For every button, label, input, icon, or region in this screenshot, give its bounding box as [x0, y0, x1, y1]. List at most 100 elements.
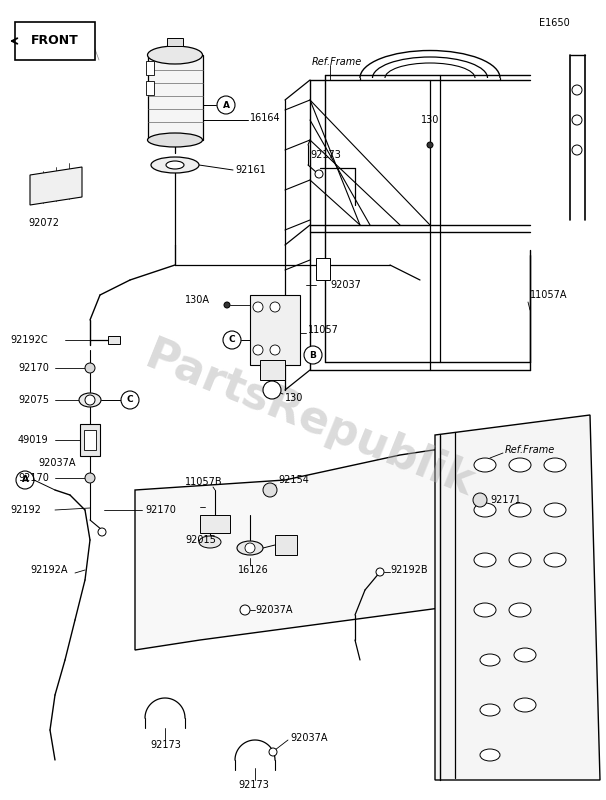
Text: C: C: [228, 335, 235, 345]
Text: 92192C: 92192C: [10, 335, 48, 345]
Polygon shape: [260, 360, 285, 380]
Ellipse shape: [544, 458, 566, 472]
Ellipse shape: [147, 133, 202, 147]
Text: 92037A: 92037A: [290, 733, 327, 743]
Circle shape: [224, 302, 230, 308]
Ellipse shape: [147, 46, 202, 64]
Ellipse shape: [480, 704, 500, 716]
Ellipse shape: [514, 648, 536, 662]
Text: 92161: 92161: [235, 165, 266, 175]
Circle shape: [253, 345, 263, 355]
Circle shape: [304, 346, 322, 364]
Circle shape: [253, 302, 263, 312]
Text: 16164: 16164: [250, 113, 281, 123]
Circle shape: [572, 85, 582, 95]
Circle shape: [240, 605, 250, 615]
Text: 11057B: 11057B: [185, 477, 222, 487]
Ellipse shape: [474, 458, 496, 472]
Bar: [167, 38, 183, 46]
Circle shape: [269, 748, 277, 756]
Circle shape: [85, 473, 95, 483]
Text: 92192A: 92192A: [30, 565, 67, 575]
Bar: [80, 424, 100, 456]
Bar: [147, 55, 202, 140]
Circle shape: [315, 170, 323, 178]
Text: 92173: 92173: [310, 150, 341, 160]
Text: 11057A: 11057A: [530, 290, 567, 300]
Circle shape: [263, 483, 277, 497]
Ellipse shape: [509, 458, 531, 472]
Ellipse shape: [544, 503, 566, 517]
Text: 16126: 16126: [238, 565, 268, 575]
Ellipse shape: [474, 503, 496, 517]
Ellipse shape: [509, 603, 531, 617]
Ellipse shape: [79, 393, 101, 407]
Text: 92192B: 92192B: [390, 565, 428, 575]
Text: 92075: 92075: [18, 395, 49, 405]
Polygon shape: [30, 167, 82, 205]
Ellipse shape: [166, 161, 184, 169]
Bar: [84, 430, 96, 450]
Circle shape: [16, 471, 34, 489]
Text: 92037A: 92037A: [255, 605, 293, 615]
Circle shape: [572, 145, 582, 155]
Polygon shape: [135, 435, 540, 650]
Ellipse shape: [151, 157, 199, 173]
Circle shape: [245, 543, 255, 553]
Ellipse shape: [474, 553, 496, 567]
Text: 92037A: 92037A: [38, 458, 76, 468]
Ellipse shape: [480, 749, 500, 761]
Circle shape: [85, 363, 95, 373]
Text: 49019: 49019: [18, 435, 48, 445]
Text: E1650: E1650: [539, 18, 570, 28]
Text: 92154: 92154: [278, 475, 309, 485]
Circle shape: [427, 142, 433, 148]
Circle shape: [572, 115, 582, 125]
Bar: [145, 61, 153, 75]
Text: Ref.Frame: Ref.Frame: [505, 445, 555, 455]
Text: A: A: [222, 101, 230, 110]
Ellipse shape: [474, 603, 496, 617]
Text: 130A: 130A: [185, 295, 210, 305]
Text: 92015: 92015: [185, 535, 216, 545]
Text: Ref.Frame: Ref.Frame: [312, 57, 362, 67]
Circle shape: [223, 331, 241, 349]
Text: 92170: 92170: [18, 473, 49, 483]
Circle shape: [263, 381, 281, 399]
Circle shape: [473, 493, 487, 507]
Bar: [15, 22, 95, 60]
Polygon shape: [250, 295, 300, 365]
Text: 92170: 92170: [145, 505, 176, 515]
Bar: [316, 258, 330, 280]
Ellipse shape: [514, 698, 536, 712]
Polygon shape: [435, 415, 600, 780]
Text: C: C: [127, 395, 133, 405]
Bar: [145, 81, 153, 95]
Bar: [108, 336, 120, 344]
Text: 92173: 92173: [150, 740, 181, 750]
Text: 92072: 92072: [28, 218, 59, 228]
Ellipse shape: [544, 553, 566, 567]
Text: 130: 130: [421, 115, 439, 125]
Text: 92171: 92171: [490, 495, 521, 505]
Text: 92173: 92173: [238, 780, 269, 790]
Circle shape: [85, 395, 95, 405]
Text: 130: 130: [285, 393, 304, 403]
Ellipse shape: [480, 654, 500, 666]
Bar: [200, 515, 230, 533]
Circle shape: [121, 391, 139, 409]
Text: 92170: 92170: [18, 363, 49, 373]
Text: 11057: 11057: [308, 325, 339, 335]
Circle shape: [217, 96, 235, 114]
Text: A: A: [21, 475, 28, 485]
Ellipse shape: [509, 503, 531, 517]
Circle shape: [98, 528, 106, 536]
Ellipse shape: [509, 553, 531, 567]
Text: 92037: 92037: [330, 280, 361, 290]
Ellipse shape: [237, 541, 263, 555]
Circle shape: [376, 568, 384, 576]
Text: FRONT: FRONT: [31, 34, 79, 47]
Circle shape: [270, 345, 280, 355]
Circle shape: [270, 302, 280, 312]
Text: 92192: 92192: [10, 505, 41, 515]
